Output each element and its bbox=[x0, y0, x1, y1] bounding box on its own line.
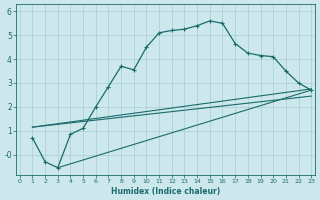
X-axis label: Humidex (Indice chaleur): Humidex (Indice chaleur) bbox=[111, 187, 220, 196]
